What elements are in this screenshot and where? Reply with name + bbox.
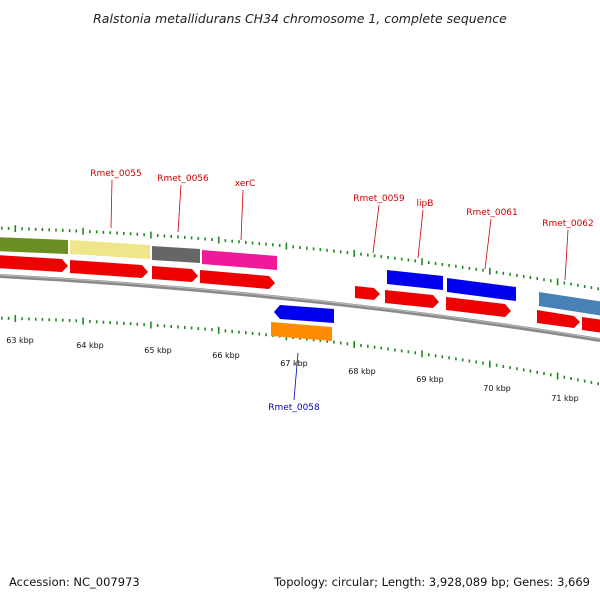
map-title: Ralstonia metallidurans CH34 chromosome … <box>93 11 507 26</box>
feature-khaki[interactable] <box>70 240 150 259</box>
accession-text: Accession: NC_007973 <box>9 575 140 589</box>
feature-steelblue[interactable] <box>539 292 600 316</box>
cds-arrow[interactable] <box>355 286 380 300</box>
gene-label[interactable]: Rmet_0059 <box>353 194 405 204</box>
genome-summary-text: Topology: circular; Length: 3,928,089 bp… <box>273 575 590 589</box>
cds-arrow[interactable] <box>200 270 275 289</box>
scale-label: 66 kbp <box>212 351 240 360</box>
gene-label[interactable]: xerC <box>235 179 256 189</box>
gene-label[interactable]: lipB <box>417 199 434 209</box>
cds-arrow[interactable] <box>0 255 68 272</box>
feature-orange[interactable] <box>271 322 332 341</box>
scale-label: 63 kbp <box>6 336 34 345</box>
feature-olive[interactable] <box>0 237 68 254</box>
gene-label[interactable]: Rmet_0062 <box>542 219 594 229</box>
scale-label: 69 kbp <box>416 375 444 384</box>
forward-cds-arrows <box>0 255 600 333</box>
cds-arrow[interactable] <box>70 260 148 278</box>
reverse-features <box>271 305 334 341</box>
gene-labels: Rmet_0055 Rmet_0056 xerC Rmet_0059 lipB … <box>90 169 594 413</box>
feature-magenta[interactable] <box>202 250 277 270</box>
scale-label: 71 kbp <box>551 394 579 403</box>
genome-backbone <box>0 274 600 342</box>
scale-label: 70 kbp <box>483 384 511 393</box>
outer-tick-ring <box>0 225 600 291</box>
feature-blue-1[interactable] <box>387 270 443 290</box>
forward-features <box>0 237 600 316</box>
feature-blue-2[interactable] <box>447 278 516 301</box>
gene-label[interactable]: Rmet_0058 <box>268 403 320 413</box>
scale-label: 68 kbp <box>348 367 376 376</box>
cds-arrow[interactable] <box>537 310 580 328</box>
gene-label[interactable]: Rmet_0061 <box>466 208 518 218</box>
scale-label: 67 kbp <box>280 359 308 368</box>
inner-tick-ring <box>0 315 600 386</box>
gene-label-leaders <box>110 179 569 401</box>
genome-backbone-highlight <box>0 274 600 340</box>
gene-label[interactable]: Rmet_0055 <box>90 169 142 179</box>
cds-arrow[interactable] <box>582 317 600 333</box>
cds-arrow-reverse[interactable] <box>274 305 334 323</box>
scale-label: 64 kbp <box>76 341 104 350</box>
cds-arrow[interactable] <box>152 266 198 282</box>
cds-arrow[interactable] <box>385 290 439 308</box>
gene-label[interactable]: Rmet_0056 <box>157 174 209 184</box>
scale-label: 65 kbp <box>144 346 172 355</box>
feature-gray[interactable] <box>152 246 200 263</box>
cds-arrow[interactable] <box>446 297 511 317</box>
scale-labels: 63 kbp 64 kbp 65 kbp 66 kbp 67 kbp 68 kb… <box>6 336 579 403</box>
